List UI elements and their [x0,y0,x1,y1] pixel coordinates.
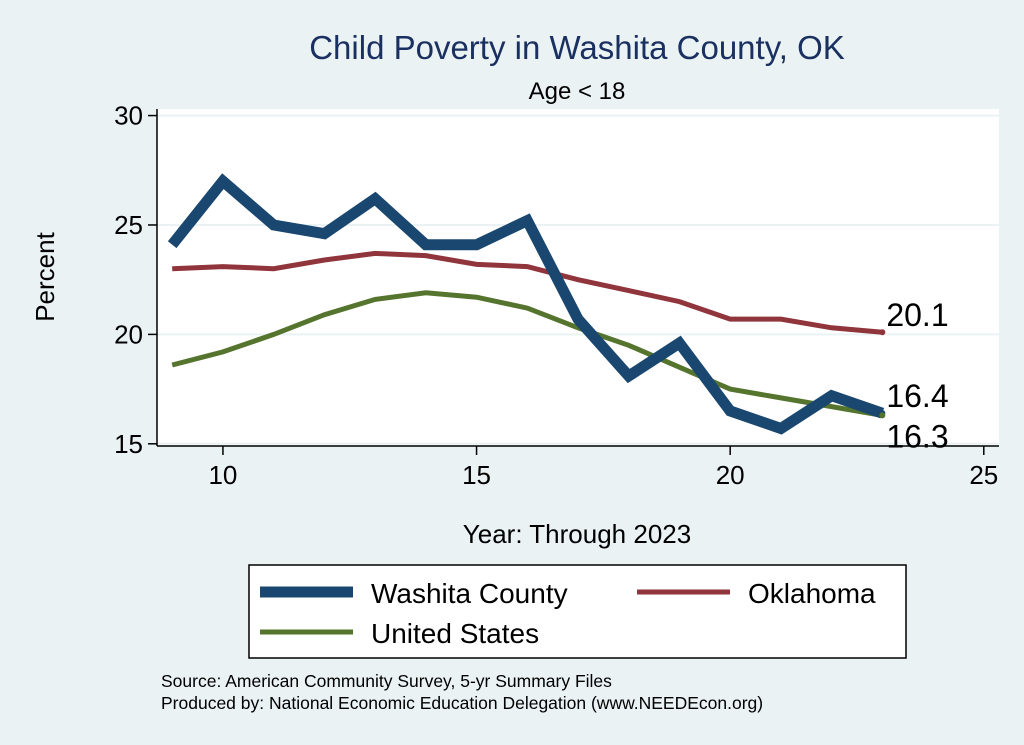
series-lines [167,173,885,435]
legend-label-washita-county: Washita County [371,578,568,609]
end-labels: 16.4 20.1 16.3 [879,297,949,454]
end-marker-oklahoma [879,329,886,336]
producer-note: Produced by: National Economic Education… [161,693,763,713]
series-line-oklahoma [172,250,883,335]
gridlines [157,114,999,445]
x-tick-label-20: 20 [716,460,745,490]
source-note: Source: American Community Survey, 5-yr … [161,671,612,691]
y-tick-label-30: 30 [114,101,143,131]
x-tick-label-25: 25 [969,460,998,490]
legend-label-united-states: United States [371,618,539,649]
end-marker-united-states [879,412,886,419]
chart-subtitle: Age < 18 [529,78,626,105]
y-tick-label-15: 15 [114,429,143,459]
x-tick-label-10: 10 [208,460,237,490]
end-label-washita-county: 16.4 [886,378,948,414]
x-tick-label-15: 15 [462,460,491,490]
series-line-united-states [171,290,883,418]
chart-title: Child Poverty in Washita County, OK [309,29,845,66]
y-axis-label: Percent [30,231,60,321]
legend: Washita County Oklahoma United States [248,564,907,659]
legend-label-oklahoma: Oklahoma [748,578,876,609]
x-axis-label: Year: Through 2023 [463,519,691,549]
y-tick-label-20: 20 [114,319,143,349]
end-label-oklahoma: 20.1 [886,297,948,333]
axes: 15 20 25 30 10 15 20 25 [114,101,999,490]
legend-box [248,564,907,659]
y-tick-label-25: 25 [114,210,143,240]
series-line-washita-county [167,173,885,435]
end-label-united-states: 16.3 [886,418,948,454]
